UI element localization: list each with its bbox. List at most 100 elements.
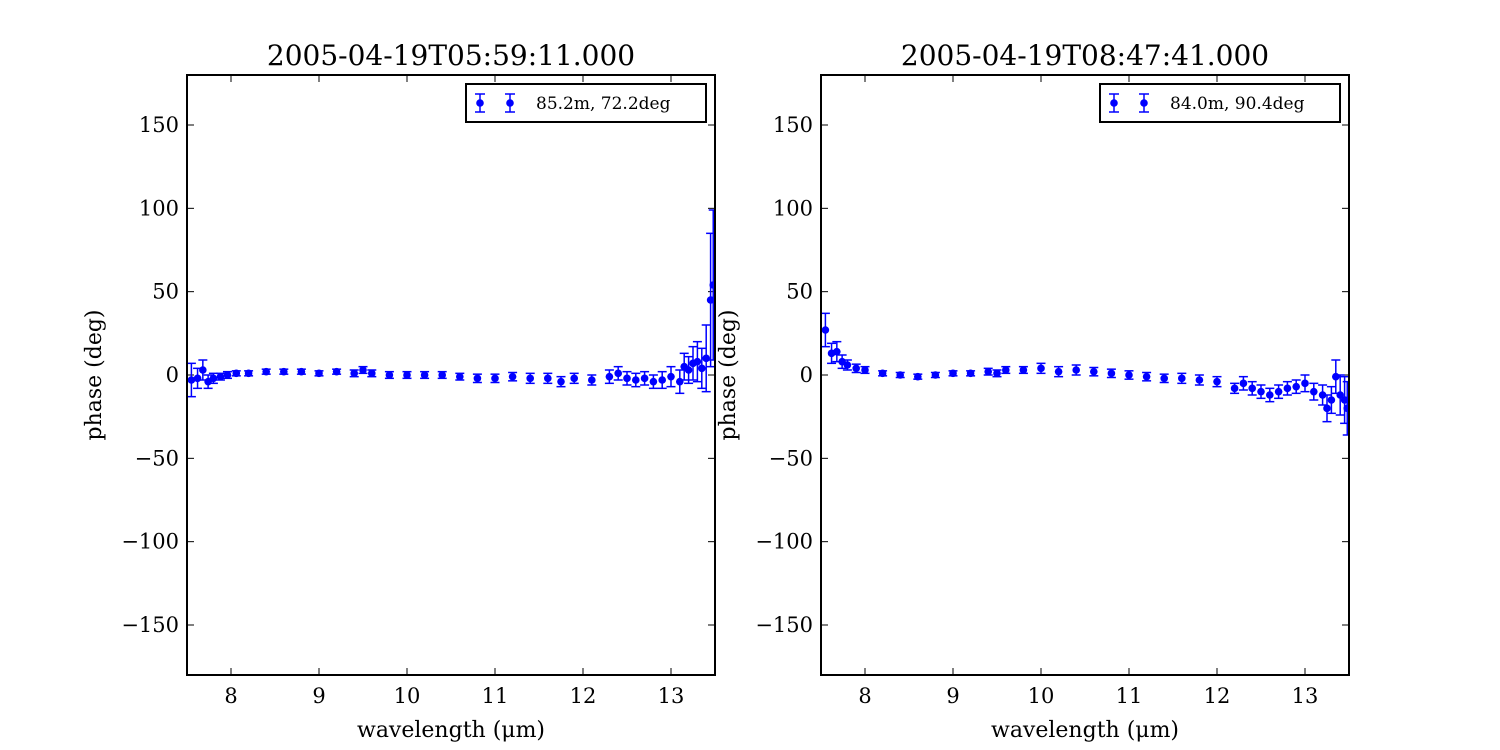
marker — [1019, 366, 1028, 374]
marker — [1274, 387, 1283, 396]
data-point — [1274, 384, 1284, 400]
chart-panel-2: 2005-04-19T08:47:41.000 8 9 10 11 12 13 150 100 5… — [716, 39, 1350, 743]
marker — [232, 369, 241, 378]
y-tick-label: −100 — [755, 530, 813, 554]
data-point — [472, 373, 482, 384]
data-point — [543, 372, 553, 385]
data-point — [701, 324, 711, 393]
data-point — [688, 345, 698, 381]
x-tick-label: 11 — [482, 684, 509, 708]
data-point — [402, 370, 412, 380]
data-point — [420, 370, 430, 380]
y-tick-label: 0 — [166, 363, 179, 387]
legend-marker-1 — [475, 93, 485, 113]
marker — [632, 376, 640, 384]
series-1 — [187, 209, 715, 398]
marker — [984, 367, 992, 376]
marker — [614, 369, 622, 378]
x-tick-label: 12 — [1204, 684, 1231, 708]
data-point — [930, 371, 940, 379]
data-point — [508, 371, 518, 382]
data-point — [657, 370, 667, 390]
data-point — [296, 367, 306, 376]
legend-marker-1 — [1109, 93, 1119, 113]
marker — [1323, 404, 1331, 413]
legend-dot — [1140, 99, 1148, 107]
data-point — [384, 370, 394, 380]
data-point — [913, 372, 923, 381]
data-point — [708, 209, 715, 361]
marker — [544, 374, 552, 383]
plot-frame — [820, 74, 1350, 676]
marker — [949, 369, 957, 378]
marker — [1292, 382, 1300, 391]
chart-title: 2005-04-19T05:59:11.000 — [267, 39, 635, 72]
data-point — [1256, 384, 1266, 400]
data-point — [1001, 365, 1011, 375]
marker — [1239, 379, 1248, 388]
data-point — [1282, 380, 1292, 396]
x-tick-label: 13 — [1292, 684, 1319, 708]
data-point — [1212, 375, 1222, 388]
x-tick-label: 10 — [1028, 684, 1055, 708]
marker — [852, 364, 860, 373]
x-tick-label: 13 — [658, 684, 685, 708]
marker — [570, 374, 578, 383]
marker — [438, 371, 447, 379]
y-tick-label: −150 — [755, 613, 813, 637]
data-point — [1018, 365, 1028, 375]
y-tick-label: −150 — [121, 613, 179, 637]
legend-label: 85.2m, 72.2deg — [536, 94, 671, 114]
marker — [1037, 364, 1045, 373]
y-tick-label: 50 — [152, 280, 179, 304]
data-point — [622, 370, 632, 386]
legend-marker-2 — [1139, 93, 1149, 113]
data-point — [1036, 362, 1046, 375]
marker — [1125, 371, 1133, 379]
marker — [1054, 367, 1063, 376]
y-tick-label: 100 — [773, 196, 813, 220]
data-point — [1106, 368, 1116, 379]
marker — [368, 369, 376, 378]
data-point — [261, 367, 271, 376]
x-tick-label: 9 — [946, 684, 959, 708]
marker — [658, 376, 666, 384]
data-point — [948, 369, 958, 378]
marker — [297, 367, 306, 376]
data-point — [525, 372, 535, 385]
data-point — [215, 372, 225, 381]
data-point — [556, 375, 566, 388]
marker — [557, 377, 565, 386]
data-point — [1322, 394, 1332, 423]
marker — [315, 369, 323, 378]
data-point — [613, 365, 623, 381]
data-point — [1194, 374, 1204, 386]
data-point — [640, 370, 650, 386]
data-point — [231, 369, 241, 378]
marker — [1107, 369, 1116, 378]
marker — [896, 371, 904, 379]
marker — [698, 364, 706, 373]
marker — [420, 371, 429, 379]
y-tick-label: 150 — [139, 113, 179, 137]
data-point — [587, 374, 597, 386]
data-point — [1124, 370, 1134, 380]
data-point — [860, 365, 870, 375]
marker — [693, 357, 702, 366]
x-axis-label: wavelength (μm) — [991, 718, 1179, 743]
marker — [280, 367, 288, 376]
data-point — [569, 372, 579, 385]
marker — [861, 366, 869, 374]
data-point — [279, 367, 289, 376]
data-point — [684, 355, 694, 385]
data-point — [1238, 375, 1248, 391]
data-point — [851, 363, 861, 374]
legend-marker-2 — [505, 93, 515, 113]
x-tick-label: 8 — [858, 684, 871, 708]
data-point — [878, 369, 888, 378]
marker — [1213, 377, 1221, 386]
marker — [833, 347, 841, 356]
data-point — [983, 367, 993, 376]
marker — [1283, 384, 1292, 393]
marker — [931, 371, 940, 379]
